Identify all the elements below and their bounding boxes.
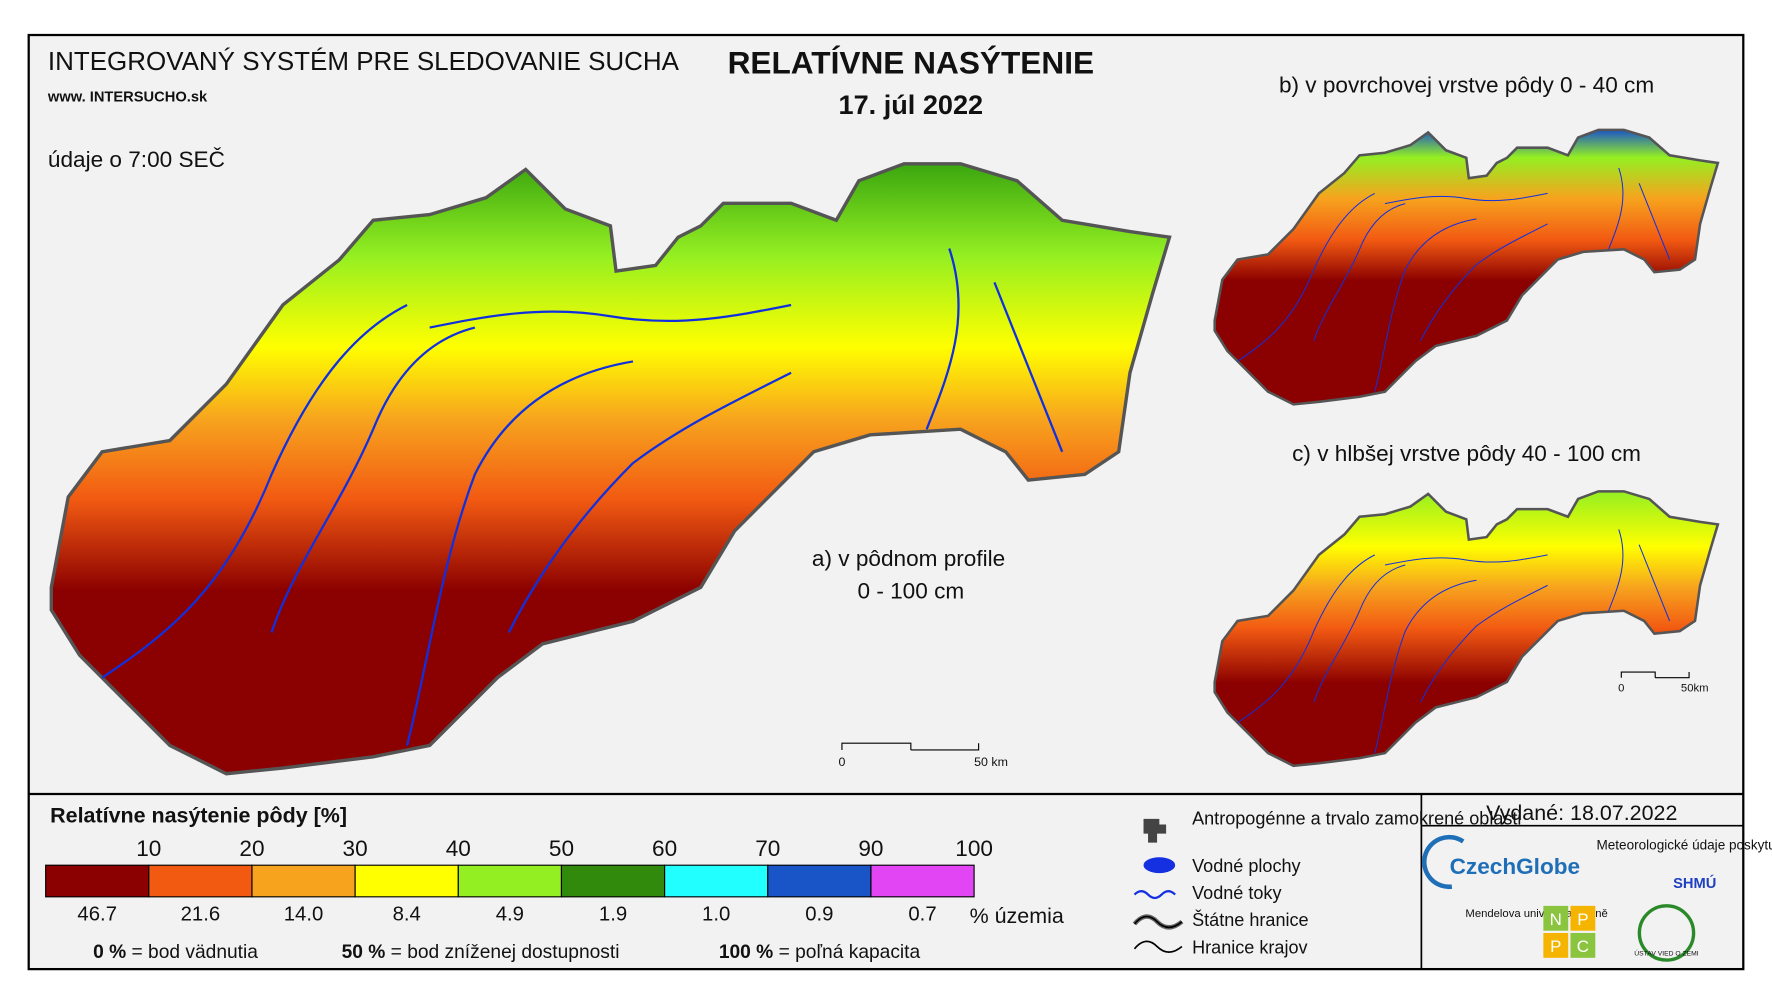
legend-share: 0.7 <box>908 904 936 926</box>
legend-swatch <box>560 864 666 898</box>
symbol-label: Štátne hranice <box>1192 909 1308 930</box>
legend-boundary: 100 <box>955 836 993 861</box>
legend-boundary: 60 <box>652 836 677 861</box>
legend-swatch <box>664 864 769 898</box>
legend-boundary: 30 <box>343 836 368 861</box>
npc-tile <box>1543 905 1569 931</box>
symbol-icon <box>1143 818 1167 843</box>
legend-boundary: 20 <box>239 836 264 861</box>
symbol-icon <box>1133 890 1176 900</box>
logo <box>1422 834 1465 890</box>
symbol-label: Vodné plochy <box>1192 856 1300 876</box>
system-title: INTEGROVANÝ SYSTÉM PRE SLEDOVANIE SUCHA <box>48 46 680 76</box>
scale-label: 0 <box>838 755 845 769</box>
npc-letter: P <box>1550 937 1561 956</box>
symbol-label: Antropogénne a trvalo zamokrené oblasti <box>1192 809 1521 829</box>
legend-share: 1.9 <box>599 904 627 926</box>
scale-bar <box>841 742 980 751</box>
legend-share: 0.9 <box>805 904 833 926</box>
npc-letter: N <box>1550 910 1562 929</box>
note-value: 50 % <box>342 942 386 963</box>
website: www. INTERSUCHO.sk <box>47 90 208 106</box>
note-value: 100 % <box>719 942 773 963</box>
legend-boundary: 50 <box>549 836 574 861</box>
npc-letter: P <box>1577 910 1588 929</box>
logo-meteo: Meteorologické údaje poskytuje: <box>1596 837 1772 852</box>
legend-swatch <box>148 864 253 898</box>
npc-letter: C <box>1577 937 1589 956</box>
legend-swatch <box>354 864 459 898</box>
logo-shmu: SHMÚ <box>1673 874 1716 892</box>
legend-share: 14.0 <box>284 904 324 926</box>
issued: Vydané: 18.07.2022 <box>1486 801 1677 825</box>
legend-swatch <box>457 864 563 898</box>
npc-tile <box>1570 932 1596 958</box>
map-label: a) v pôdnom profile <box>812 546 1005 571</box>
legend-boundary: 10 <box>136 836 161 861</box>
note-text: = bod zníženej dostupnosti <box>391 942 620 963</box>
legend-share: 8.4 <box>393 904 421 926</box>
logo-czechglobe: CzechGlobe <box>1450 854 1580 879</box>
note: 0 % = bod vädnutia <box>93 942 258 963</box>
legend-swatch <box>870 864 975 898</box>
legend-swatch <box>767 864 872 898</box>
logo-uvz: ÚSTAV VIED O ZEMI <box>1634 949 1699 958</box>
note-value: 0 % <box>93 942 126 963</box>
map-label: c) v hlbšej vrstve pôdy 40 - 100 cm <box>1292 441 1641 466</box>
map-depth: 0 - 100 cm <box>858 579 965 604</box>
scale-label: 50km <box>1681 682 1709 694</box>
time-note: údaje o 7:00 SEČ <box>48 147 225 172</box>
legend-share: 1.0 <box>702 904 730 926</box>
symbol-legend: Antropogénne a trvalo zamokrené oblasti … <box>1132 809 1521 957</box>
logo-npc: N PP C <box>1543 905 1596 958</box>
legend-share: 21.6 <box>181 904 221 926</box>
legend-swatch <box>251 864 356 898</box>
scale-label: 0 <box>1618 682 1624 694</box>
logo <box>1637 904 1696 962</box>
legend-unit: % územia <box>970 904 1064 928</box>
legend-swatch <box>45 864 150 898</box>
note: 100 % = poľná kapacita <box>719 942 921 963</box>
note: 50 % = bod zníženej dostupnosti <box>342 942 620 963</box>
symbol-icon <box>1133 915 1183 929</box>
note-text: = bod vädnutia <box>132 942 259 963</box>
note-text: = poľná kapacita <box>779 942 921 963</box>
date: 17. júl 2022 <box>839 89 984 120</box>
map-label: b) v povrchovej vrstve pôdy 0 - 40 cm <box>1279 73 1654 98</box>
symbol-label: Vodné toky <box>1192 883 1281 903</box>
npc-tile <box>1570 905 1596 931</box>
legend-boundary: 40 <box>446 836 471 861</box>
scale-bar <box>1620 671 1690 679</box>
legend-title: Relatívne nasýtenie pôdy [%] <box>50 803 347 827</box>
symbol-icon <box>1143 857 1176 874</box>
symbol-label: Hranice krajov <box>1192 937 1307 957</box>
legend: 46.7 21.6 14.0 8.4 4.9 1.9 1.0 0.9 0.7 10 20 30 40 50… <box>45 836 993 926</box>
symbol-icon <box>1133 940 1183 954</box>
legend-boundary: 90 <box>858 836 883 861</box>
legend-share: 46.7 <box>77 904 117 926</box>
title: RELATÍVNE NASÝTENIE <box>728 44 1094 80</box>
scale-label: 50 km <box>974 755 1008 769</box>
npc-tile <box>1543 932 1569 958</box>
legend-boundary: 70 <box>755 836 780 861</box>
notes: 0 % = bod vädnutia 50 % = bod zníženej d… <box>93 942 920 963</box>
legend-share: 4.9 <box>496 904 524 926</box>
